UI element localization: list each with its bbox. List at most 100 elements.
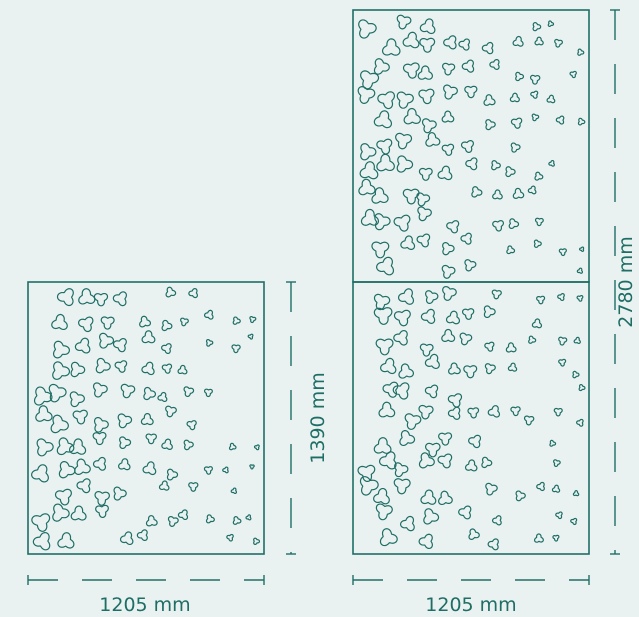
trefoil-cutout xyxy=(54,488,72,506)
trefoil-cutout xyxy=(378,451,397,470)
trefoil-cutout xyxy=(48,383,67,403)
trefoil-cutout xyxy=(253,537,261,545)
trefoil-cutout xyxy=(536,481,545,492)
trefoil-cutout xyxy=(576,267,584,274)
trefoil-cutout xyxy=(467,407,480,419)
trefoil-cutout xyxy=(546,94,556,104)
trefoil-cutout xyxy=(35,405,53,422)
trefoil-cutout xyxy=(483,94,496,106)
trefoil-cutout xyxy=(205,338,214,347)
trefoil-cutout xyxy=(68,438,87,455)
trefoil-cutout xyxy=(358,19,377,39)
trefoil-cutout xyxy=(203,388,213,398)
trefoil-cutout xyxy=(487,405,501,418)
trefoil-cutout xyxy=(32,531,51,551)
trefoil-cutout xyxy=(458,505,472,520)
trefoil-cutout xyxy=(532,22,542,32)
trefoil-cutout xyxy=(578,383,586,392)
trefoil-cutout xyxy=(393,478,411,495)
trefoil-cutout xyxy=(245,514,252,521)
trefoil-cutout xyxy=(423,508,440,525)
trefoil-cutout xyxy=(446,220,460,234)
trefoil-cutout xyxy=(139,315,152,328)
trefoil-cutout xyxy=(558,248,567,257)
trefoil-cutout xyxy=(373,293,391,311)
trefoil-cutout xyxy=(373,487,390,505)
trefoil-cutout xyxy=(443,84,458,100)
trefoil-cutout xyxy=(552,534,560,542)
trefoil-cutout xyxy=(74,458,91,475)
trefoil-cutout xyxy=(186,420,197,431)
trefoil-cutout xyxy=(510,142,521,153)
trefoil-cutout xyxy=(417,206,432,222)
trefoil-cutout xyxy=(510,117,523,129)
trefoil-cutout xyxy=(484,341,495,352)
trefoil-cutout xyxy=(247,333,254,340)
trefoil-cutout xyxy=(549,439,557,447)
trefoil-cutout xyxy=(72,409,88,425)
trefoil-cutout xyxy=(118,458,131,471)
trefoil-cutout xyxy=(31,513,51,532)
trefoil-cutout xyxy=(489,58,500,70)
trefoil-cutout xyxy=(528,335,537,344)
trefoil-cutout xyxy=(161,363,173,374)
trefoil-cutout xyxy=(527,185,537,195)
single-panel-height-dimension xyxy=(286,281,296,555)
trefoil-cutout xyxy=(484,363,496,375)
trefoil-cutout xyxy=(145,433,157,445)
single-panel-width-dimension xyxy=(27,575,265,585)
trefoil-cutout xyxy=(416,233,431,248)
trefoil-cutout xyxy=(373,58,390,75)
trefoil-cutout xyxy=(418,404,434,420)
trefoil-cutout xyxy=(400,235,416,250)
trefoil-cutout xyxy=(99,332,115,349)
trefoil-cutout xyxy=(512,187,525,199)
trefoil-cutout xyxy=(554,38,563,48)
trefoil-cutout xyxy=(120,383,136,399)
trefoil-cutout xyxy=(253,444,260,451)
trefoil-cutout xyxy=(505,166,516,178)
trefoil-cutout xyxy=(393,309,411,327)
trefoil-cutout xyxy=(92,456,107,471)
trefoil-cutout xyxy=(371,241,390,259)
trefoil-cutout xyxy=(403,107,421,125)
trefoil-cutout xyxy=(508,218,520,230)
trefoil-cutout xyxy=(119,531,134,546)
trefoil-cutout xyxy=(420,489,437,505)
trefoil-cutout xyxy=(507,362,518,372)
trefoil-cutout xyxy=(52,503,70,522)
trefoil-cutout xyxy=(396,155,414,173)
trefoil-cutout xyxy=(464,85,478,99)
trefoil-cutout xyxy=(222,466,229,474)
trefoil-cutout xyxy=(359,476,379,496)
trefoil-cutout xyxy=(460,140,474,154)
trefoil-cutout xyxy=(394,462,409,478)
trefoil-cutout xyxy=(461,308,475,320)
trefoil-cutout xyxy=(119,436,132,450)
trefoil-cutout xyxy=(183,386,195,398)
trefoil-cutout xyxy=(141,361,155,376)
trefoil-cutout xyxy=(93,416,109,433)
trefoil-cutout xyxy=(177,364,188,375)
trefoil-cutout xyxy=(371,187,389,204)
trefoil-cutout xyxy=(419,18,436,35)
trefoil-cutout xyxy=(573,336,581,344)
trefoil-cutout xyxy=(569,70,577,79)
trefoil-cutout xyxy=(76,478,91,494)
trefoil-cutout xyxy=(381,38,401,56)
trefoil-cutout xyxy=(442,285,457,301)
trefoil-cutout xyxy=(373,437,392,454)
trefoil-cutout xyxy=(158,480,170,491)
trefoil-cutout xyxy=(165,405,177,418)
trefoil-cutout xyxy=(547,20,555,27)
trefoil-cutout xyxy=(373,110,393,129)
trefoil-cutout xyxy=(376,256,395,276)
trefoil-cutout xyxy=(377,91,395,110)
trefoil-cutout xyxy=(56,288,74,307)
trefoil-cutout xyxy=(136,529,148,542)
trefoil-cutout xyxy=(418,88,435,105)
trefoil-cutout xyxy=(441,110,455,123)
trefoil-cutout xyxy=(447,406,461,420)
trefoil-cutout xyxy=(142,461,157,476)
trefoil-cutout xyxy=(78,288,96,305)
